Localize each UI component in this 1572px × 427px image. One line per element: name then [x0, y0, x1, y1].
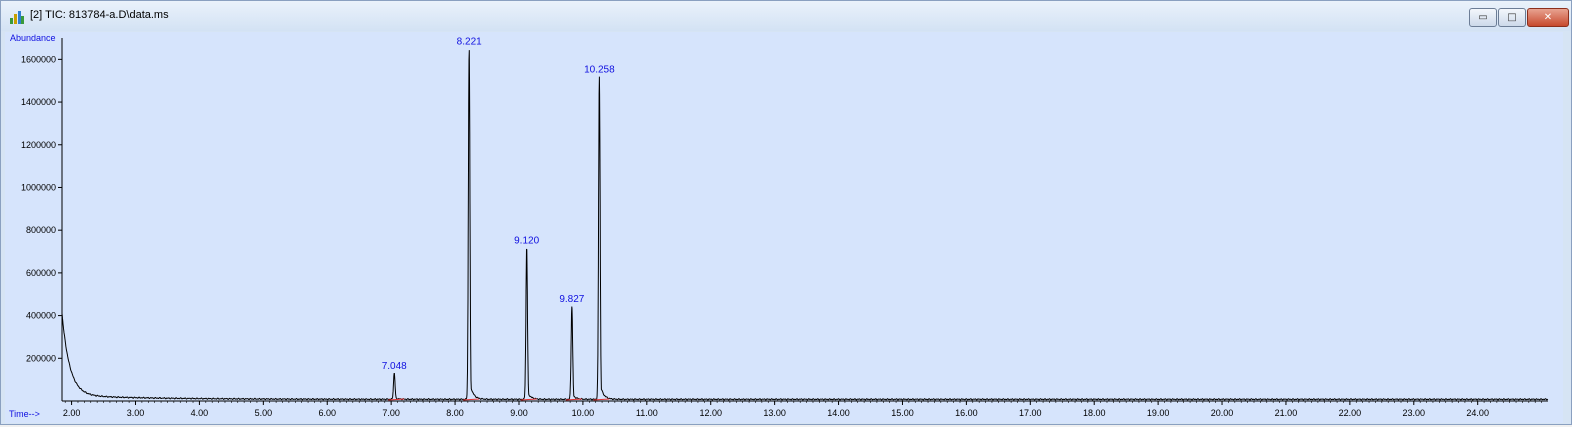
title-bar[interactable]: [2] TIC: 813784-a.D\data.ms ▭ □ ✕ — [1, 1, 1571, 31]
peak-labels: 7.048 8.221 9.120 9.827 10.258 — [382, 37, 615, 401]
x-tick-label: 14.00 — [827, 408, 850, 418]
x-tick-label: 3.00 — [127, 408, 145, 418]
tic-chart: Abundance Time--> 200000 400000 600000 8000… — [9, 33, 1549, 419]
x-tick-label: 6.00 — [318, 408, 336, 418]
ticks: 200000 400000 600000 800000 1000000 1200000 14… — [21, 54, 1542, 418]
axes — [61, 38, 1548, 402]
window-title: [2] TIC: 813784-a.D\data.ms — [30, 9, 169, 21]
peak-integration-mark — [388, 398, 405, 401]
x-tick-label: 22.00 — [1339, 408, 1362, 418]
x-tick-label: 13.00 — [763, 408, 786, 418]
peak-label: 9.120 — [514, 235, 539, 246]
x-tick-label: 23.00 — [1403, 408, 1426, 418]
peak-integration-mark — [565, 398, 582, 401]
x-tick-label: 7.00 — [382, 408, 400, 418]
peak-label: 7.048 — [382, 361, 407, 372]
peak-integration-mark — [593, 398, 610, 401]
chromatogram-plot-area[interactable]: Abundance Time--> 200000 400000 600000 8000… — [5, 32, 1563, 423]
y-tick-label: 200000 — [26, 353, 56, 363]
x-tick-label: 12.00 — [699, 408, 722, 418]
minimize-button[interactable]: ▭ — [1469, 8, 1497, 27]
tic-trace — [61, 50, 1549, 401]
maximize-button[interactable]: □ — [1498, 8, 1526, 27]
x-tick-label: 17.00 — [1019, 408, 1042, 418]
x-tick-label: 5.00 — [255, 408, 273, 418]
y-tick-label: 400000 — [26, 311, 56, 321]
x-tick-label: 10.00 — [572, 408, 595, 418]
x-tick-label: 16.00 — [955, 408, 978, 418]
x-tick-label: 4.00 — [191, 408, 209, 418]
y-tick-label: 1200000 — [21, 140, 56, 150]
peak-integration-mark — [520, 398, 537, 401]
x-tick-label: 19.00 — [1147, 408, 1170, 418]
peak-integration-mark — [463, 398, 480, 401]
x-tick-label: 18.00 — [1083, 408, 1106, 418]
peak-label: 10.258 — [584, 64, 615, 75]
y-tick-label: 1000000 — [21, 182, 56, 192]
chemstation-app-icon — [10, 11, 24, 24]
peak-label: 9.827 — [559, 294, 584, 305]
y-tick-label: 1600000 — [21, 54, 56, 64]
y-axis-label: Abundance — [10, 33, 56, 43]
y-tick-label: 600000 — [26, 268, 56, 278]
x-tick-label: 9.00 — [510, 408, 528, 418]
x-axis-label: Time--> — [9, 409, 40, 419]
y-tick-label: 800000 — [26, 225, 56, 235]
y-tick-label: 1400000 — [21, 97, 56, 107]
peak-label: 8.221 — [457, 37, 482, 48]
x-tick-label: 20.00 — [1211, 408, 1234, 418]
x-tick-label: 11.00 — [636, 408, 658, 418]
x-tick-label: 15.00 — [891, 408, 914, 418]
x-tick-label: 21.00 — [1275, 408, 1298, 418]
x-tick-label: 24.00 — [1466, 408, 1489, 418]
x-tick-label: 2.00 — [63, 408, 81, 418]
x-tick-label: 8.00 — [446, 408, 464, 418]
close-button[interactable]: ✕ — [1527, 8, 1569, 27]
